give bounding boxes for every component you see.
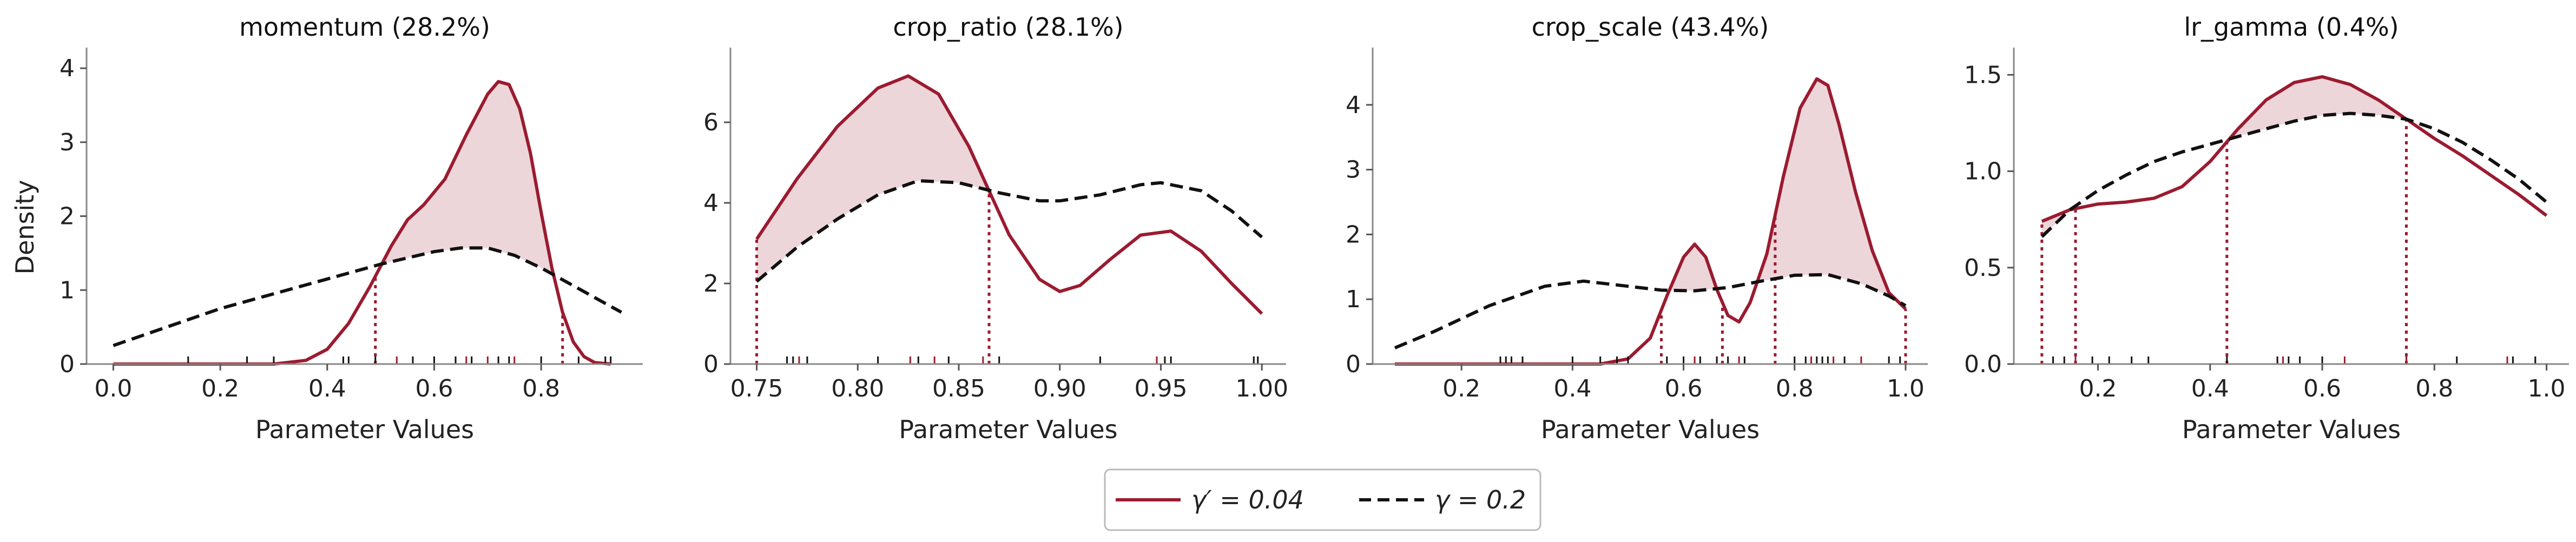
y-tick-label: 2 [1346, 221, 1361, 248]
y-tick-label: 3 [1346, 156, 1361, 184]
legend-box [1104, 468, 1541, 531]
x-tick-label: 0.85 [932, 375, 985, 402]
x-tick-label: 0.2 [201, 375, 239, 402]
x-tick-label: 0.8 [1776, 375, 1814, 402]
panel-title: crop_ratio (28.1%) [893, 12, 1123, 42]
density-curve-gamma [113, 246, 622, 347]
x-tick-label: 1.0 [1887, 375, 1925, 402]
x-tick-label: 0.6 [416, 375, 453, 402]
panel-2: crop_ratio (28.1%) 0.75 0.80 0.85 0.90 0.95 1.… [703, 12, 1288, 444]
x-tick-label: 0.6 [2303, 375, 2341, 402]
x-tick-label: 0.8 [522, 375, 560, 402]
x-tick-label: 1.00 [1235, 375, 1288, 402]
density-curve-gamma-prime [1395, 77, 1907, 366]
legend-label-gamma: γ = 0.2 [1435, 485, 1526, 514]
panel-title: momentum (28.2%) [239, 12, 490, 42]
shaded-region-1 [756, 76, 988, 282]
x-tick-label: 0.90 [1033, 375, 1086, 402]
x-tick-label: 0.0 [94, 375, 132, 402]
density-curve-gamma [755, 179, 1263, 283]
panel-title: crop_scale (43.4%) [1532, 12, 1769, 42]
y-tick-label: 4 [703, 189, 719, 217]
x-tick-label: 0.95 [1134, 375, 1187, 402]
y-tick-label: 6 [703, 109, 719, 136]
y-tick-label: 4 [1346, 91, 1361, 119]
panel-1: momentum (28.2%) 0.0 0.2 0.4 0.6 0.8 0 1 2 3 4 Para… [60, 12, 643, 444]
density-curve-gamma [2040, 111, 2548, 238]
x-tick-label: 0.80 [831, 375, 884, 402]
x-tick-label: 0.8 [2415, 375, 2453, 402]
x-axis-label: Parameter Values [1541, 415, 1760, 444]
shaded-region-2 [2230, 77, 2406, 139]
y-tick-label: 0.5 [1964, 254, 2002, 282]
x-tick-label: 1.0 [2528, 375, 2566, 402]
y-tick-label: 0 [60, 351, 75, 378]
density-curve-gamma-prime [755, 74, 1263, 315]
y-tick-label: 0 [1346, 351, 1361, 378]
panel-title: lr_gamma (0.4%) [2184, 12, 2399, 42]
x-tick-label: 0.4 [308, 375, 346, 402]
x-tick-label: 0.4 [1553, 375, 1591, 402]
x-axis-label: Parameter Values [899, 415, 1117, 444]
panel-4: lr_gamma (0.4%) 0.2 0.4 0.6 0.8 1.0 0.0 0.5 1.0 1… [1964, 12, 2569, 444]
x-axis-label: Parameter Values [2182, 415, 2401, 444]
y-tick-label: 1.5 [1964, 61, 2002, 89]
density-curve-gamma-prime [113, 80, 611, 366]
x-axis-label: Parameter Values [255, 415, 474, 444]
y-tick-label: 1 [1346, 286, 1361, 313]
x-tick-label: 0.75 [730, 375, 783, 402]
density-curve-gamma [1394, 273, 1907, 349]
y-tick-label: 1.0 [1964, 158, 2002, 186]
x-tick-label: 0.2 [1442, 375, 1480, 402]
x-tick-label: 0.4 [2191, 375, 2229, 402]
y-tick-label: 4 [60, 55, 75, 82]
density-curve-gamma-prime [2041, 75, 2548, 223]
shaded-region-2 [1757, 79, 1897, 301]
x-tick-label: 0.2 [2079, 375, 2117, 402]
y-tick-label: 2 [703, 270, 719, 298]
y-tick-label: 0.0 [1964, 351, 2002, 378]
legend-label-gamma-prime: γ′ = 0.04 [1191, 485, 1304, 514]
y-axis-label: Density [10, 180, 39, 275]
panel-3: crop_scale (43.4%) 0.2 0.4 0.6 0.8 1.0 0 1 2 3 4 Pa… [1346, 12, 1928, 444]
y-tick-label: 3 [60, 129, 75, 156]
y-tick-label: 2 [60, 203, 75, 230]
legend: γ′ = 0.04 γ = 0.2 [1104, 468, 1541, 531]
x-tick-label: 0.6 [1665, 375, 1703, 402]
shaded-region-1 [381, 82, 554, 275]
y-tick-label: 0 [703, 351, 719, 378]
y-tick-label: 1 [60, 276, 75, 304]
